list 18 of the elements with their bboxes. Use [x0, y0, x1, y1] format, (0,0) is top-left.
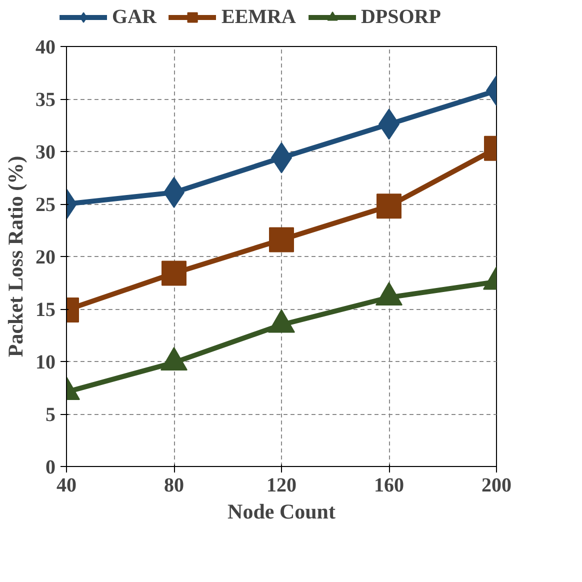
legend-label: EEMRA [222, 6, 296, 28]
y-tick-label: 30 [36, 142, 56, 164]
y-tick-label: 35 [36, 89, 56, 111]
y-tick-label: 15 [36, 299, 56, 321]
x-tick-label: 200 [482, 474, 512, 496]
x-tick-label: 120 [266, 474, 296, 496]
x-tick-label: 160 [374, 474, 404, 496]
y-tick-label: 0 [46, 456, 56, 478]
x-axis-title: Node Count [228, 500, 336, 524]
legend-label: DPSORP [360, 6, 441, 28]
y-tick-label: 5 [46, 404, 56, 426]
x-tick-label: 80 [164, 474, 184, 496]
legend-label: GAR [112, 6, 156, 28]
y-tick-label: 25 [36, 194, 56, 216]
y-tick-label: 40 [36, 36, 56, 58]
y-tick-label: 20 [36, 246, 56, 268]
y-tick-label: 10 [36, 352, 56, 374]
y-axis-title: Packet Loss Ratio (%) [4, 156, 28, 358]
